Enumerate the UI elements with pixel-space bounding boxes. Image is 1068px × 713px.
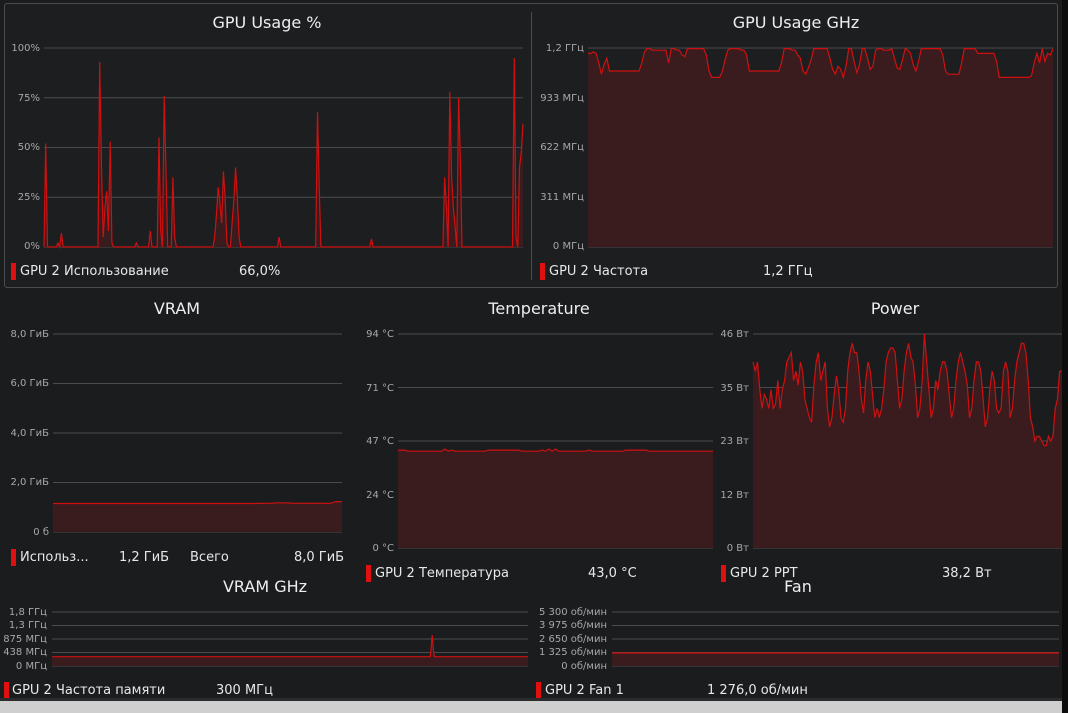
gpu-usage-legend-value: 66,0%	[239, 264, 281, 279]
vram-tick-1: 6,0 ГиБ	[10, 378, 49, 389]
gpu-usage-tick-0: 100%	[11, 43, 40, 54]
vram-clock-tick-2: 875 МГц	[3, 634, 47, 645]
fan-legend-label: GPU 2 Fan 1	[545, 683, 624, 698]
fan-chart	[612, 611, 1059, 667]
vram-tick-0: 8,0 ГиБ	[10, 329, 49, 340]
power-chart	[752, 333, 1062, 549]
vram-tick-2: 4,0 ГиБ	[10, 428, 49, 439]
gpu-clock-tick-3: 311 МГц	[540, 192, 584, 203]
gpu-usage-tick-3: 25%	[17, 192, 40, 203]
vram-clock-tick-0: 1,8 ГГц	[8, 607, 47, 618]
fan-title: Fan	[784, 577, 812, 596]
gpu-clock-tick-4: 0 МГц	[552, 241, 584, 252]
temperature-area	[398, 449, 713, 548]
vram-clock-chart	[52, 611, 528, 667]
gpu_clock-area	[588, 48, 1053, 247]
gpu-usage-legend-label: GPU 2 Использование	[20, 264, 169, 279]
temperature-legend-label: GPU 2 Температура	[375, 566, 509, 581]
gpu-usage-tick-1: 75%	[17, 93, 40, 104]
vram-legend-swatch	[11, 549, 16, 566]
vram-clock-title: VRAM GHz	[222, 577, 308, 596]
gpu_usage-series-line	[43, 57, 524, 250]
power-legend-value: 38,2 Вт	[942, 566, 992, 581]
vram-legend-total-value: 8,0 ГиБ	[294, 550, 345, 565]
panel-separator	[531, 12, 532, 280]
temperature-tick-0: 94 °C	[366, 329, 394, 340]
temperature-legend-value: 43,0 °C	[588, 566, 637, 581]
vram-clock-tick-1: 1,3 ГГц	[8, 620, 47, 631]
fan-tick-4: 0 об/мин	[561, 661, 607, 672]
gpu-usage-legend-swatch	[11, 263, 16, 280]
temperature-tick-1: 71 °C	[366, 383, 394, 394]
power-tick-3: 12 Вт	[720, 490, 749, 501]
gpu-clock-tick-2: 622 МГц	[540, 142, 584, 153]
gpu-clock-title: GPU Usage GHz	[732, 13, 860, 32]
fan-legend-value: 1 276,0 об/мин	[707, 683, 808, 698]
vram-tick-3: 2,0 ГиБ	[10, 477, 49, 488]
gpu_clock-series-line	[588, 47, 1054, 80]
gpu-usage-title: GPU Usage %	[212, 13, 322, 32]
fan-tick-1: 3 975 об/мин	[538, 620, 607, 631]
power-legend-swatch	[721, 565, 726, 582]
gpu-usage-tick-2: 50%	[17, 142, 40, 153]
vram-clock-legend-swatch	[4, 682, 9, 699]
vram-tick-4: 0 б	[33, 527, 49, 538]
window-bottom-border	[0, 698, 1062, 701]
fan-tick-2: 2 650 об/мин	[538, 634, 607, 645]
vram-legend-value: 1,2 ГиБ	[119, 550, 170, 565]
power-legend-label: GPU 2 PPT	[730, 566, 798, 581]
temperature-chart	[398, 333, 713, 549]
power-series-line	[752, 333, 1062, 447]
window-right-edge	[1062, 0, 1068, 713]
gpu-clock-chart	[588, 47, 1054, 248]
temperature-legend-swatch	[366, 565, 371, 582]
vram_clock-series-line	[52, 635, 528, 658]
fan-tick-3: 1 325 об/мин	[538, 647, 607, 658]
gpu-usage-chart	[43, 47, 524, 250]
gpu-clock-tick-1: 933 МГц	[540, 93, 584, 104]
vram-legend-total-label: Всего	[190, 550, 229, 565]
fan-area	[612, 653, 1059, 666]
temperature-tick-4: 0 °C	[372, 543, 394, 554]
vram-series-line	[53, 501, 342, 505]
power-title: Power	[870, 299, 920, 318]
power-tick-2: 23 Вт	[720, 436, 749, 447]
vram-chart	[53, 333, 342, 533]
fan-legend-swatch	[536, 682, 541, 699]
gpu-clock-legend-swatch	[540, 263, 545, 280]
vram-title: VRAM	[153, 299, 201, 318]
vram-clock-tick-4: 0 МГц	[15, 661, 47, 672]
temperature-series-line	[398, 448, 713, 452]
power-tick-4: 0 Вт	[726, 543, 749, 554]
power-area	[753, 334, 1062, 548]
gpu-clock-legend-label: GPU 2 Частота	[549, 264, 649, 279]
vram_clock-area	[52, 635, 528, 666]
power-tick-0: 46 Вт	[720, 329, 749, 340]
vram-clock-tick-3: 438 МГц	[3, 647, 47, 658]
vram-clock-legend-value: 300 МГц	[216, 683, 273, 698]
gpu-usage-tick-4: 0%	[24, 241, 40, 252]
window-bottom-edge	[0, 698, 1068, 713]
vram-legend-label: Использ...	[20, 550, 89, 565]
vram-area	[53, 501, 342, 532]
gpu-clock-tick-0: 1,2 ГГц	[545, 43, 584, 54]
power-tick-1: 35 Вт	[720, 383, 749, 394]
temperature-tick-2: 47 °C	[366, 436, 394, 447]
gpu-clock-legend-value: 1,2 ГГц	[763, 264, 813, 279]
temperature-tick-3: 24 °C	[366, 490, 394, 501]
temperature-title: Temperature	[488, 299, 590, 318]
fan-tick-0: 5 300 об/мин	[538, 607, 607, 618]
vram-clock-legend-label: GPU 2 Частота памяти	[12, 683, 166, 698]
gpu_usage-area	[44, 58, 523, 247]
